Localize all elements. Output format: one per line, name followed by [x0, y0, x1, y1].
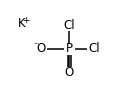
- Text: P: P: [66, 42, 73, 55]
- Text: Cl: Cl: [63, 19, 75, 32]
- Text: +: +: [22, 16, 30, 26]
- Text: O: O: [65, 66, 74, 79]
- Text: O: O: [35, 42, 47, 56]
- Text: Cl: Cl: [62, 18, 77, 32]
- Text: O: O: [63, 65, 75, 80]
- Text: K: K: [18, 17, 25, 30]
- Text: Cl: Cl: [87, 42, 102, 56]
- Text: O: O: [37, 42, 46, 55]
- Text: P: P: [64, 42, 74, 56]
- Text: ⁻: ⁻: [34, 41, 39, 51]
- Text: Cl: Cl: [88, 42, 100, 55]
